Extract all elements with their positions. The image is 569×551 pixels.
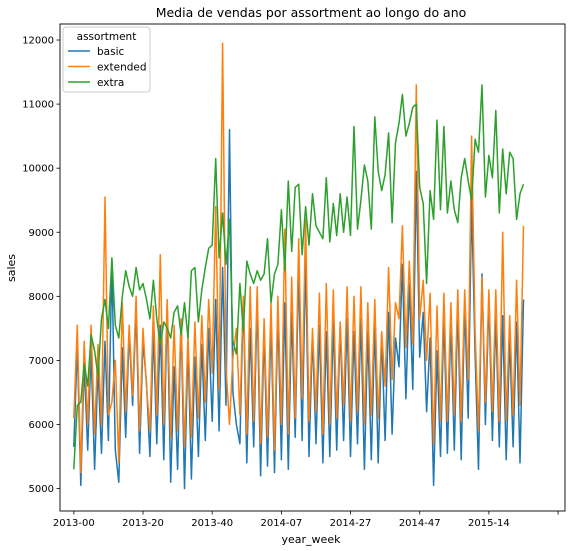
legend-box [62,26,151,93]
y-tick-label: 8000 [29,292,54,303]
x-tick-label: 2013-00 [53,518,95,529]
y-tick-label: 7000 [29,356,54,367]
x-axis-label: year_week [282,533,342,546]
y-tick-label: 11000 [22,100,54,111]
y-tick-label: 6000 [29,420,54,431]
x-tick-labels: 2013-00 2013-20 2013-40 2014-07 2014-27 2014-… [53,518,510,529]
x-tick-label: 2013-40 [191,518,233,529]
x-tick-label: 2013-20 [122,518,164,529]
y-tick-label: 9000 [29,228,54,239]
legend-entries: basic extended extra [68,46,147,89]
legend: assortment basic extended extra [62,26,151,93]
x-tick-label: 2015-14 [468,518,510,529]
series-lines [73,42,525,490]
series-line-extra [73,84,525,470]
chart-title: Media de vendas por assortment ao longo … [156,5,467,20]
legend-label-basic: basic [97,46,124,58]
y-tick-labels: 5000 6000 7000 8000 9000 10000 11000 12000 [22,36,54,496]
y-tick-label: 10000 [22,164,54,175]
x-tick-label: 2014-07 [260,518,302,529]
plot-frame [59,23,566,512]
legend-title: assortment [77,31,137,43]
legend-label-extended: extended [97,62,147,74]
y-tick-label: 5000 [29,484,54,495]
y-tick-label: 12000 [22,36,54,47]
series-line-extended [73,42,525,474]
y-axis-label: sales [5,254,18,282]
x-tick-label: 2014-47 [399,518,441,529]
legend-label-extra: extra [97,77,124,89]
x-tick-label: 2014-27 [330,518,372,529]
